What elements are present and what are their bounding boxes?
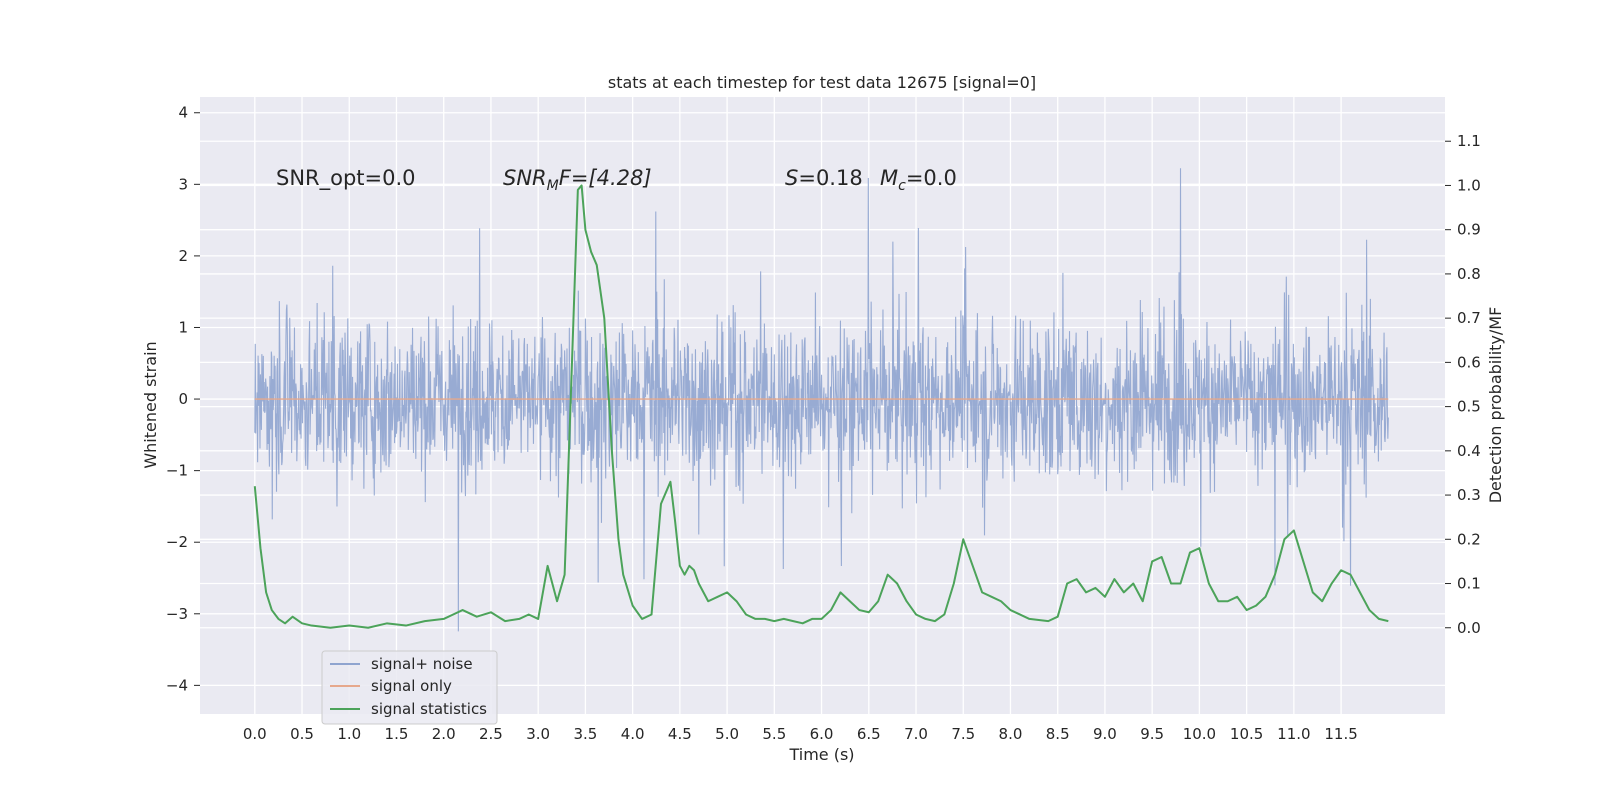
x-tick-label: 10.0 — [1183, 725, 1216, 743]
y-tick-label-right: 0.5 — [1457, 398, 1481, 416]
annotation-s-value: =0.18 — [798, 166, 862, 190]
x-tick-label: 9.5 — [1140, 725, 1164, 743]
y-tick-label-right: 1.1 — [1457, 132, 1481, 150]
y-tick-label-right: 0.0 — [1457, 619, 1481, 637]
annotation-mc: Mc=0.0 — [880, 166, 957, 194]
x-tick-label: 5.0 — [715, 725, 739, 743]
annotation-mc-symbol: M — [880, 166, 898, 190]
y-tick-label-right: 0.6 — [1457, 353, 1481, 371]
y-axis-label-left: Whitened strain — [141, 341, 160, 468]
annotation-snr-opt: SNR_opt=0.0 — [276, 166, 416, 191]
annotation-snr-mf-main: SNR — [503, 166, 547, 190]
legend: signal+ noise signal only signal statist… — [321, 650, 498, 725]
y-tick-label-right: 0.2 — [1457, 530, 1481, 548]
y-tick-label-left: 2 — [178, 247, 188, 265]
y-tick-label-left: 1 — [178, 318, 188, 336]
x-tick-label: 8.5 — [1046, 725, 1070, 743]
y-tick-label-right: 0.3 — [1457, 486, 1481, 504]
x-tick-label: 3.5 — [573, 725, 597, 743]
x-tick-label: 1.5 — [385, 725, 409, 743]
y-tick-label-right: 0.9 — [1457, 221, 1481, 239]
signal-statistics-line — [253, 184, 1389, 629]
y-axis-label-right: Detection probability/MF — [1486, 307, 1505, 504]
annotation-s: S=0.18 — [785, 166, 863, 190]
annotation-snr-mf: SNRMF=[4.28] — [503, 166, 652, 194]
x-tick-label: 7.5 — [951, 725, 975, 743]
signal-statistics-series — [253, 184, 1389, 629]
y-tick-label-left: −2 — [166, 533, 188, 551]
x-tick-label: 1.0 — [337, 725, 361, 743]
x-tick-label: 2.5 — [479, 725, 503, 743]
y-tick-label-left: 0 — [178, 390, 188, 408]
y-tick-label-right: 1.0 — [1457, 176, 1481, 194]
x-tick-label: 10.5 — [1230, 725, 1263, 743]
noise-series — [254, 168, 1389, 632]
x-tick-label: 0.5 — [290, 725, 314, 743]
annotation-mc-subscript: c — [898, 178, 906, 194]
x-tick-label: 11.0 — [1277, 725, 1310, 743]
x-tick-label: 5.5 — [762, 725, 786, 743]
y-tick-label-left: −1 — [166, 462, 188, 480]
y-tick-label-right: 0.1 — [1457, 575, 1481, 593]
x-tick-label: 2.0 — [432, 725, 456, 743]
y-tick-label-right: 0.7 — [1457, 309, 1481, 327]
x-tick-label: 9.0 — [1093, 725, 1117, 743]
x-tick-label: 3.0 — [526, 725, 550, 743]
x-tick-label: 8.0 — [999, 725, 1023, 743]
x-tick-label: 7.0 — [904, 725, 928, 743]
y-tick-label-right: 0.8 — [1457, 265, 1481, 283]
y-tick-label-left: −3 — [166, 605, 188, 623]
x-tick-label: 11.5 — [1324, 725, 1357, 743]
x-tick-label: 0.0 — [243, 725, 267, 743]
x-axis-label: Time (s) — [788, 745, 854, 764]
y-tick-label-right: 0.4 — [1457, 442, 1481, 460]
annotation-mc-value: =0.0 — [906, 166, 957, 190]
noise-trace — [254, 168, 1389, 632]
annotation-snr-mf-rest: F=[4.28] — [559, 166, 652, 190]
x-tick-label: 6.0 — [810, 725, 834, 743]
x-tick-label: 4.5 — [668, 725, 692, 743]
x-tick-label: 6.5 — [857, 725, 881, 743]
y-tick-label-left: 4 — [178, 104, 188, 122]
chart-title: stats at each timestep for test data 126… — [608, 73, 1036, 92]
legend-label-noise: signal+ noise — [371, 655, 473, 673]
y-tick-label-left: 3 — [178, 175, 188, 193]
x-tick-label: 4.0 — [621, 725, 645, 743]
legend-box — [321, 650, 498, 725]
tick-labels: 0.0 0.5 1.0 1.5 2.0 2.5 3.0 3.5 4.0 4.5 5.0 5.5 6.0 6… — [166, 104, 1481, 743]
legend-label-signal-statistics: signal statistics — [371, 700, 487, 718]
y-tick-label-left: −4 — [166, 676, 188, 694]
annotation-s-symbol: S — [785, 166, 798, 190]
legend-label-signal-only: signal only — [371, 677, 452, 695]
annotation-snr-mf-sub: M — [547, 178, 559, 194]
